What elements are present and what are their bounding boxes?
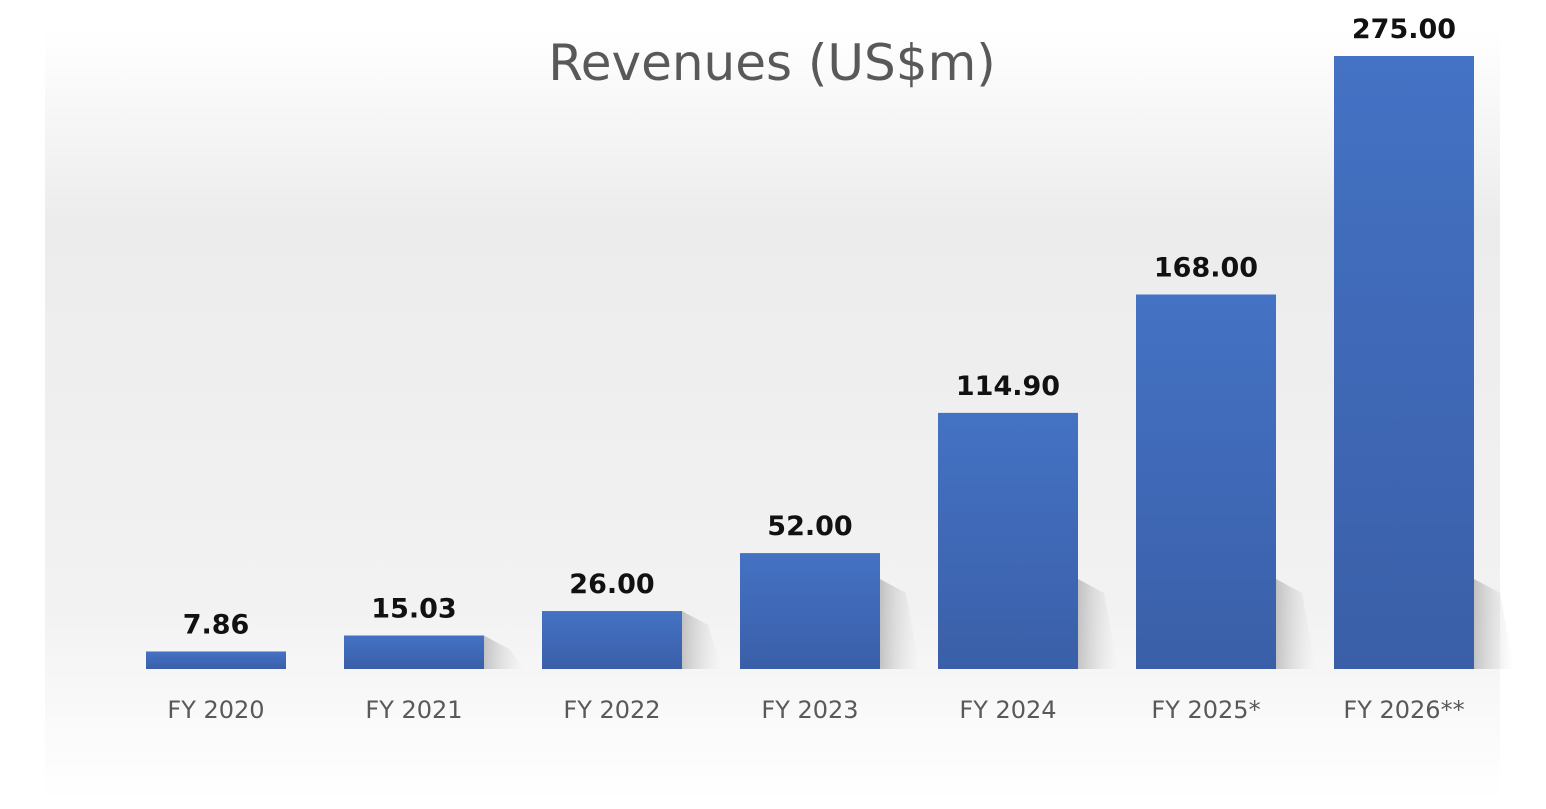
- x-tick-label: FY 2020: [167, 696, 264, 724]
- bar-shadow: [484, 635, 524, 669]
- data-labels: 7.86 15.03 26.00 52.00 114.90 168.00 275.00: [183, 14, 1456, 640]
- bar-shadow: [682, 611, 722, 669]
- x-tick-label: FY 2026**: [1343, 696, 1464, 724]
- data-label: 15.03: [371, 593, 456, 624]
- bar-shadow: [1078, 579, 1118, 669]
- data-label: 275.00: [1352, 14, 1456, 45]
- bar-shadow: [880, 579, 920, 669]
- bar-shadow: [1276, 579, 1316, 669]
- data-label: 52.00: [767, 511, 852, 542]
- chart-title: Revenues (US$m): [548, 34, 996, 92]
- bar: [740, 553, 880, 669]
- bar: [1334, 56, 1474, 669]
- bar: [1136, 294, 1276, 669]
- bars: [146, 56, 1474, 669]
- x-tick-label: FY 2024: [959, 696, 1056, 724]
- bar: [938, 412, 1078, 669]
- data-label: 114.90: [956, 371, 1060, 402]
- data-label: 168.00: [1154, 253, 1258, 284]
- x-tick-label: FY 2022: [563, 696, 660, 724]
- bar: [344, 635, 484, 669]
- bar-shadow: [1474, 579, 1514, 669]
- data-label: 7.86: [183, 609, 250, 640]
- x-axis-tick-labels: FY 2020 FY 2021 FY 2022 FY 2023 FY 2024 FY 20…: [167, 696, 1464, 724]
- plot-background: [45, 30, 1500, 800]
- x-tick-label: FY 2021: [365, 696, 462, 724]
- x-tick-label: FY 2023: [761, 696, 858, 724]
- bar: [146, 651, 286, 669]
- bar-shadows: [484, 579, 1514, 669]
- bar: [542, 611, 682, 669]
- x-tick-label: FY 2025*: [1151, 696, 1260, 724]
- data-label: 26.00: [569, 569, 654, 600]
